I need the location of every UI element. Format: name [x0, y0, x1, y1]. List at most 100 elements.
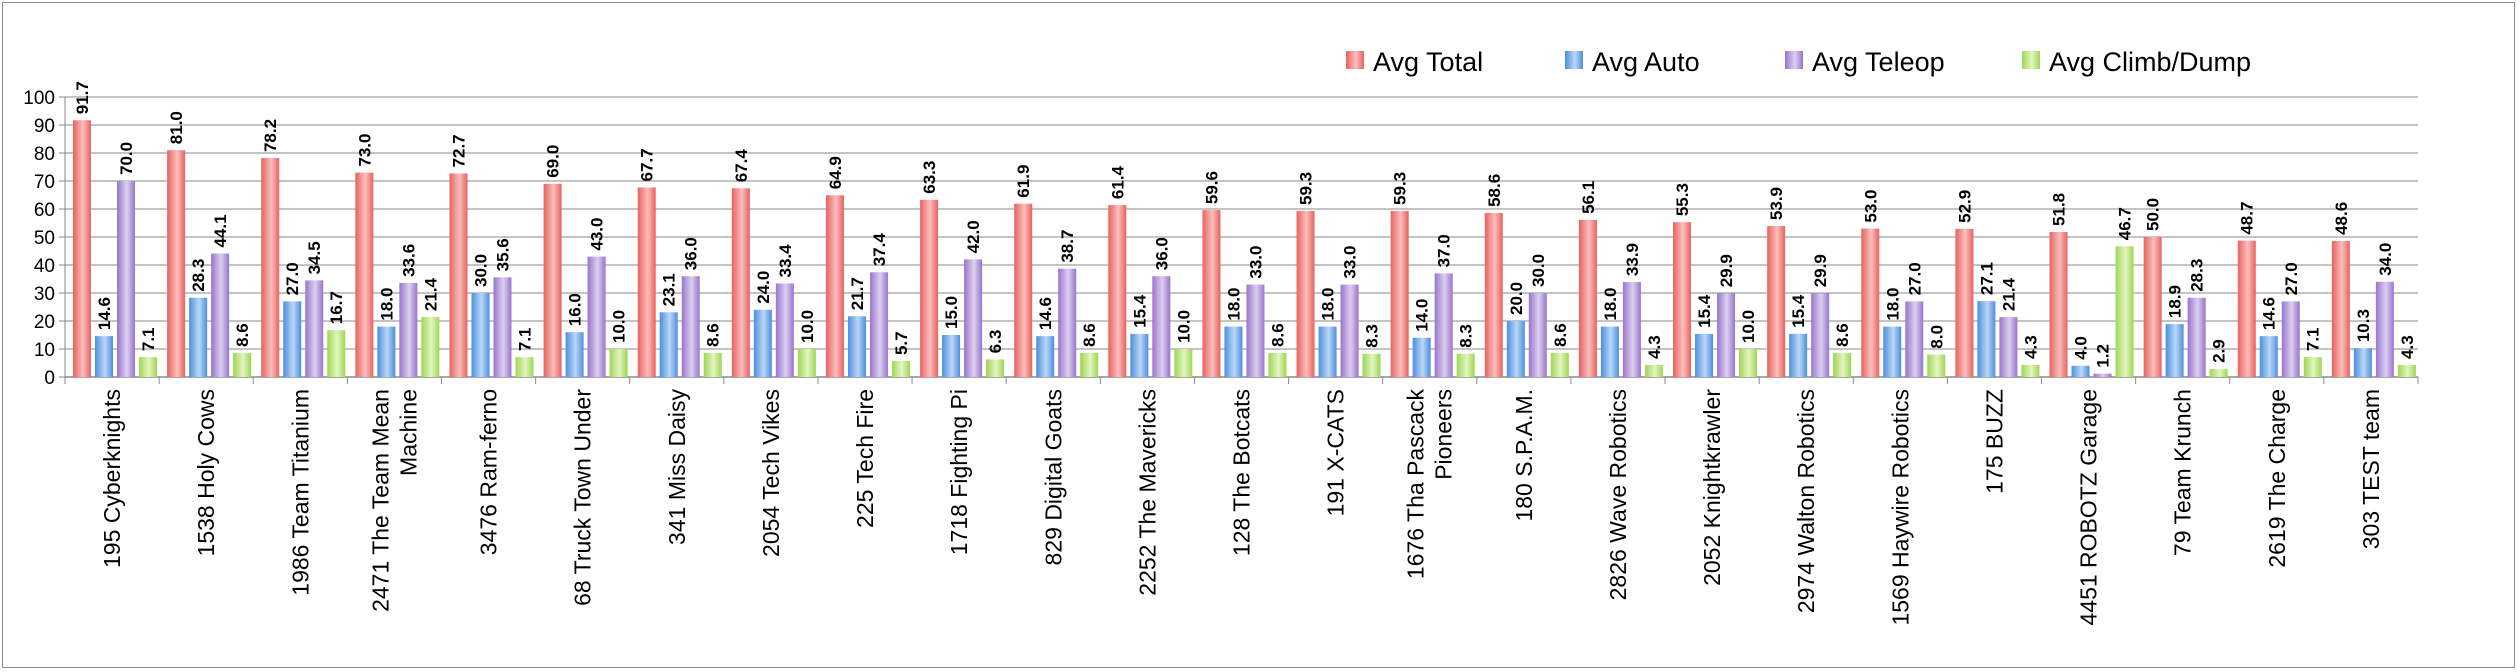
- bar-avg-climb-dump: [1927, 354, 1946, 377]
- bar-avg-climb-dump: [139, 357, 157, 377]
- data-label: 70.0: [117, 142, 136, 175]
- data-label: 18.0: [377, 288, 396, 321]
- bar-avg-teleop: [2281, 301, 2300, 377]
- data-label: 37.4: [870, 233, 889, 267]
- bar-avg-total: [1955, 228, 1974, 377]
- bar-avg-climb-dump: [1644, 364, 1663, 377]
- bar-avg-climb-dump: [2021, 364, 2040, 377]
- data-label: 15.4: [1789, 294, 1808, 328]
- bar-avg-auto: [2259, 336, 2278, 377]
- bar-avg-auto: [1130, 333, 1149, 377]
- data-label: 28.3: [189, 259, 208, 292]
- data-label: 59.3: [1297, 172, 1316, 205]
- data-label: 44.1: [211, 214, 230, 247]
- data-label: 69.0: [544, 145, 563, 178]
- data-label: 29.9: [1811, 254, 1830, 287]
- data-label: 46.7: [2116, 207, 2135, 240]
- bar-avg-total: [1390, 210, 1409, 377]
- legend-swatch: [2022, 51, 2040, 69]
- bar-avg-auto: [2353, 348, 2372, 377]
- y-tick-label: 50: [34, 228, 55, 249]
- bar-avg-teleop: [587, 256, 606, 377]
- data-label: 29.9: [1717, 254, 1736, 287]
- data-label: 15.4: [1130, 294, 1149, 328]
- y-tick-label: 30: [34, 284, 55, 305]
- category-label: 2054 Tech Vikes: [758, 389, 784, 557]
- bar-avg-total: [1767, 226, 1786, 377]
- category-label: Pioneers: [1431, 389, 1457, 480]
- data-label: 10.3: [2354, 309, 2373, 342]
- data-labels: 91.714.670.07.181.028.344.18.678.227.034…: [73, 81, 2417, 367]
- bar-avg-climb-dump: [986, 359, 1005, 377]
- bar-avg-auto: [1883, 326, 1902, 377]
- bar-avg-total: [73, 120, 91, 378]
- bar-avg-total: [1014, 203, 1033, 377]
- data-label: 8.0: [1927, 325, 1946, 349]
- category-label: 1538 Holy Cows: [193, 389, 219, 556]
- bar-avg-auto: [1036, 336, 1055, 377]
- bar-avg-total: [731, 188, 750, 377]
- bar-avg-climb-dump: [1550, 352, 1569, 377]
- bar-avg-teleop: [2375, 281, 2394, 377]
- bar-avg-total: [1673, 222, 1692, 377]
- category-labels: 195 Cyberknights 1538 Holy Cows 1986 Team …: [99, 389, 2384, 626]
- data-label: 33.0: [1246, 246, 1265, 279]
- data-label: 36.0: [1152, 237, 1171, 270]
- bar-avg-teleop: [681, 276, 700, 377]
- data-label: 14.0: [1413, 299, 1432, 332]
- bar-avg-auto: [1977, 301, 1996, 377]
- bar-avg-auto: [283, 301, 302, 377]
- category-label: 191 X-CATS: [1323, 389, 1349, 516]
- data-label: 59.6: [1202, 171, 1221, 204]
- y-tick-label: 20: [34, 312, 55, 333]
- data-label: 27.0: [283, 262, 302, 295]
- data-label: 56.1: [1579, 181, 1598, 214]
- category-label: 2052 Knightkrawler: [1699, 389, 1725, 586]
- category-label: 195 Cyberknights: [99, 389, 125, 568]
- bar-avg-climb-dump: [515, 357, 534, 377]
- data-label: 14.6: [1036, 297, 1055, 330]
- data-label: 4.3: [1645, 335, 1664, 359]
- data-label: 18.0: [1883, 288, 1902, 321]
- data-label: 18.0: [1601, 288, 1620, 321]
- data-label: 10.0: [1174, 310, 1193, 343]
- data-label: 8.3: [1457, 324, 1476, 348]
- bar-avg-climb-dump: [2209, 368, 2228, 377]
- data-label: 2.9: [2210, 339, 2229, 363]
- bar-avg-auto: [1600, 326, 1619, 377]
- category-label: 303 TEST team: [2358, 389, 2384, 549]
- bar-avg-auto: [2165, 324, 2184, 377]
- bar-avg-climb-dump: [797, 349, 816, 377]
- data-label: 18.9: [2166, 285, 2185, 318]
- bar-avg-teleop: [1622, 282, 1641, 377]
- bar-avg-total: [825, 195, 844, 377]
- bar-avg-total: [1861, 228, 1880, 377]
- data-label: 50.0: [2144, 198, 2163, 231]
- data-label: 58.6: [1485, 174, 1504, 207]
- category-label: 2252 The Mavericks: [1134, 389, 1160, 596]
- bar-avg-auto: [1412, 337, 1431, 377]
- bar-avg-auto: [1695, 333, 1714, 377]
- data-label: 5.7: [892, 331, 911, 355]
- bar-avg-total: [2049, 231, 2068, 377]
- bar-avg-auto: [659, 312, 678, 377]
- data-label: 63.3: [920, 161, 939, 194]
- data-label: 8.6: [1833, 323, 1852, 347]
- legend-swatch: [1346, 51, 1364, 69]
- bar-avg-teleop: [1811, 293, 1830, 377]
- bar-avg-teleop: [1528, 293, 1547, 377]
- bar-avg-auto: [753, 309, 772, 377]
- data-label: 30.0: [471, 254, 490, 287]
- bar-avg-climb-dump: [1739, 349, 1758, 377]
- data-label: 7.1: [2304, 327, 2323, 351]
- bar-avg-climb-dump: [1080, 352, 1099, 377]
- bar-avg-climb-dump: [1362, 353, 1381, 377]
- bar-avg-total: [2143, 237, 2162, 377]
- data-label: 91.7: [73, 81, 92, 114]
- data-label: 14.6: [2260, 297, 2279, 330]
- category-label: 1986 Team Titanium: [287, 389, 313, 596]
- bar-avg-auto: [565, 332, 584, 377]
- legend-swatch: [1785, 51, 1803, 69]
- category-label: 4451 ROBOTZ Garage: [2076, 389, 2102, 626]
- legend-entry: Avg Auto: [1592, 47, 1700, 77]
